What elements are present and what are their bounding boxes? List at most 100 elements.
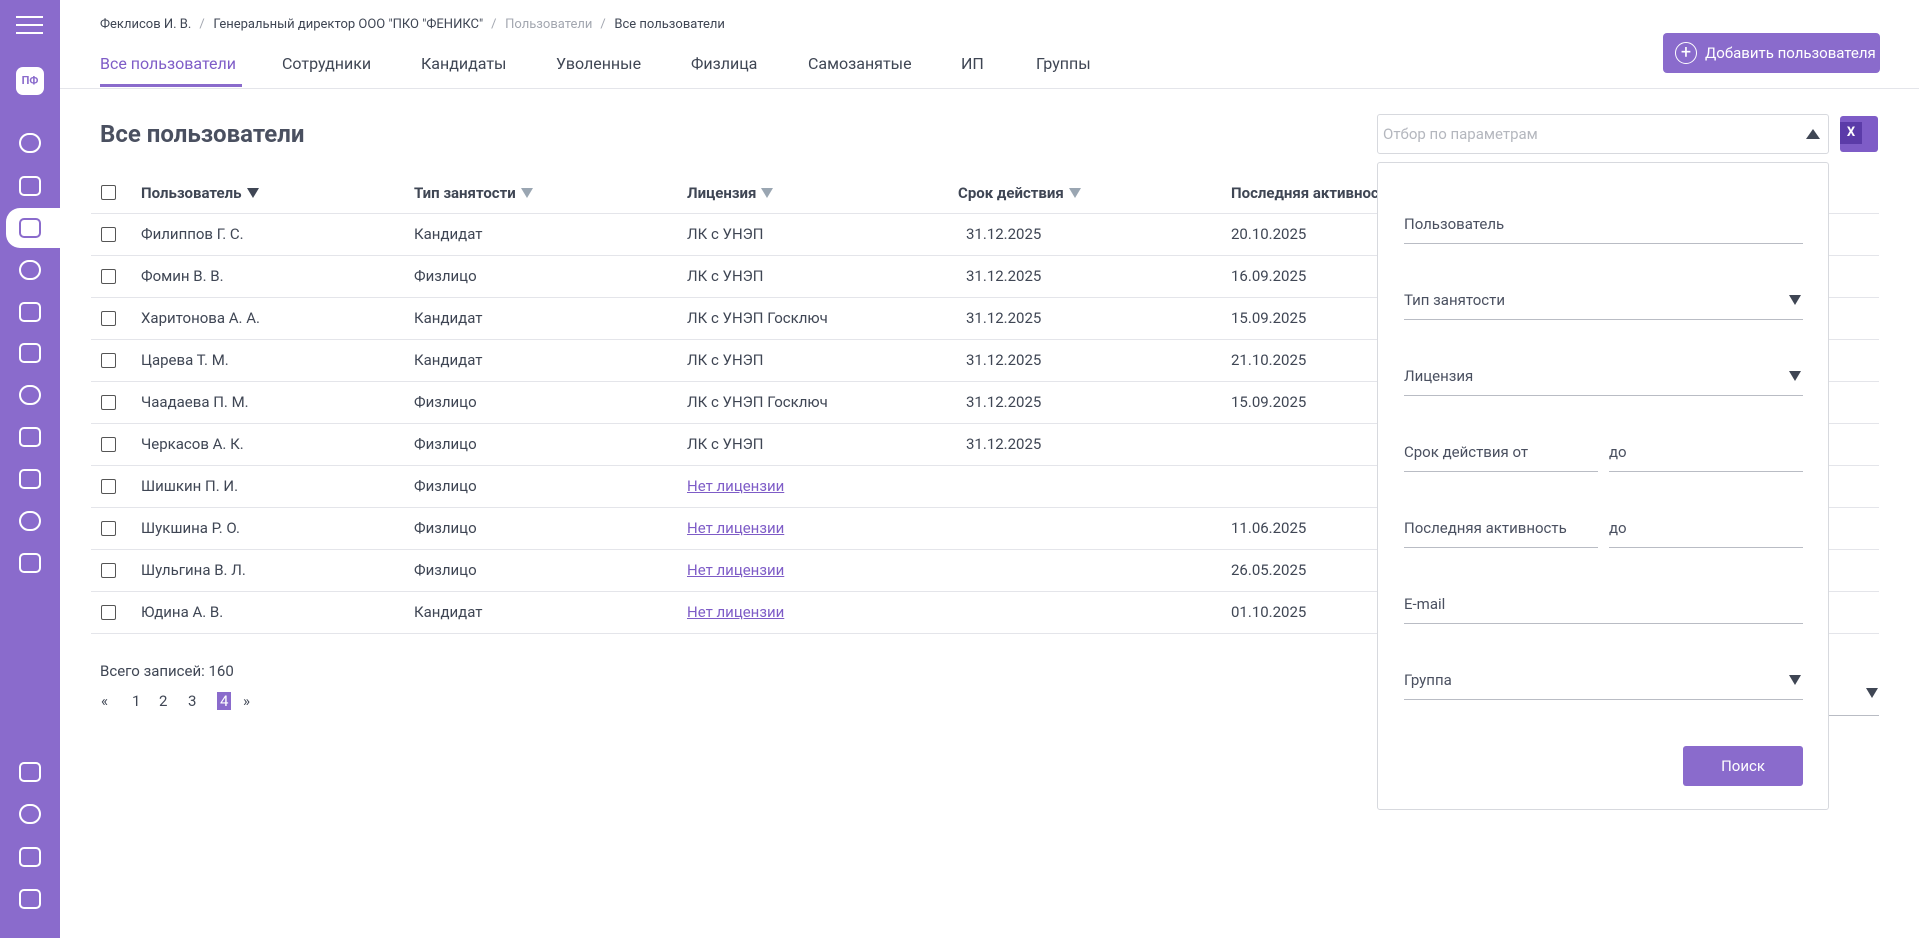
sort-arrow [761,188,774,198]
breadcrumb[interactable]: Генеральный директор ООО "ПКО "ФЕНИКС" [213,17,484,32]
tab[interactable]: Самозанятые [808,54,912,73]
search-button[interactable]: Поиск [1683,746,1803,786]
sort-arrow [1068,188,1081,198]
field-label[interactable]: Последняя активность [1404,519,1567,537]
row-checkbox[interactable] [101,269,116,284]
breadcrumb[interactable]: Феклисов И. В. [100,17,192,32]
page-link[interactable]: 3 [188,692,197,710]
cell: Царева Т. М. [141,351,229,369]
row-line [91,255,1879,256]
cell: Чаадаева П. М. [141,393,249,411]
cell: ЛК с УНЭП Госключ [687,393,828,411]
tab[interactable]: Все пользователи [100,54,236,73]
nav-icon[interactable] [19,302,41,322]
cell: Физлицо [414,267,477,285]
cell: 15.09.2025 [1231,393,1307,411]
pager-prev[interactable]: « [101,692,109,710]
tab[interactable]: Сотрудники [282,54,372,73]
cell: Кандидат [414,351,483,369]
tab[interactable]: Физлица [691,54,758,73]
tab[interactable]: ИП [961,54,984,73]
hidden-select-line [1829,715,1879,716]
license-link[interactable]: Нет лицензии [687,519,785,537]
nav-icon[interactable] [19,427,41,447]
field-label[interactable]: до [1609,519,1627,537]
filter-placeholder: Отбор по параметрам [1383,125,1538,143]
nav-icon[interactable] [19,889,41,909]
tab[interactable]: Кандидаты [421,54,507,73]
column-header[interactable]: Пользователь [141,184,242,202]
page-link[interactable]: 1 [132,692,141,710]
column-header[interactable]: Тип занятости [414,184,516,202]
nav-icon[interactable] [19,343,41,363]
row-checkbox[interactable] [101,521,116,536]
nav-icon[interactable] [19,133,41,153]
row-checkbox[interactable] [101,311,116,326]
row-checkbox[interactable] [101,479,116,494]
cell: 16.09.2025 [1231,267,1307,285]
nav-icon[interactable] [19,847,41,867]
column-header[interactable]: Срок действия [958,184,1064,202]
field-label[interactable]: Тип занятости [1404,291,1506,309]
column-header[interactable]: Лицензия [687,184,757,202]
row-checkbox[interactable] [101,437,116,452]
row-checkbox[interactable] [101,605,116,620]
row-checkbox[interactable] [101,227,116,242]
field-label[interactable]: E-mail [1404,595,1446,613]
nav-icon[interactable] [19,804,41,824]
pager-next[interactable]: » [243,692,251,710]
nav-icon[interactable] [19,260,41,280]
row-line [91,339,1879,340]
nav-icon[interactable] [19,218,41,238]
nav-icon[interactable] [19,469,41,489]
breadcrumb-sep: / [491,17,497,32]
cell: 11.06.2025 [1231,519,1307,537]
nav-icon[interactable] [19,762,41,782]
breadcrumb: Все пользователи [614,17,725,32]
cell: 20.10.2025 [1231,225,1307,243]
sidebar: ПФ [0,0,60,938]
button-label: Добавить пользователя [1705,44,1876,62]
dropdown-arrow [1789,295,1801,305]
nav-icon[interactable] [19,553,41,573]
license-link[interactable]: Нет лицензии [687,603,785,621]
row-line [91,633,1879,634]
field-label[interactable]: до [1609,443,1627,461]
field-label[interactable]: Пользователь [1404,215,1505,233]
breadcrumb-sep: / [600,17,606,32]
license-link[interactable]: Нет лицензии [687,477,785,495]
field-label[interactable]: Группа [1404,671,1452,689]
nav-icon[interactable] [19,385,41,405]
dropdown-arrow [1789,371,1801,381]
field-underline [1404,547,1598,548]
cell: 31.12.2025 [966,435,1042,453]
nav-icon[interactable] [19,176,41,196]
avatar[interactable]: ПФ [16,67,44,95]
field-underline [1404,699,1803,700]
field-label[interactable]: Срок действия от [1404,443,1529,461]
filter-select[interactable]: Отбор по параметрам [1377,114,1829,154]
tab[interactable]: Группы [1036,54,1091,73]
cell: 31.12.2025 [966,267,1042,285]
excel-icon[interactable]: X [1840,116,1878,152]
row-checkbox[interactable] [101,395,116,410]
cell: 21.10.2025 [1231,351,1307,369]
license-link[interactable]: Нет лицензии [687,561,785,579]
menu-icon[interactable] [16,16,43,18]
cb-header[interactable] [101,185,116,200]
breadcrumb[interactable]: Пользователи [505,17,593,32]
row-checkbox[interactable] [101,353,116,368]
cell: Черкасов А. К. [141,435,244,453]
add-button[interactable]: Добавить пользователя + [1663,33,1880,73]
tab[interactable]: Уволенные [556,54,642,73]
row-checkbox[interactable] [101,563,116,578]
dropdown-arrow [1789,675,1801,685]
page-link[interactable]: 2 [159,692,168,710]
page-link[interactable]: 4 [217,692,232,710]
dropdown-arrow [1806,129,1820,139]
field-label[interactable]: Лицензия [1404,367,1474,385]
nav-icon[interactable] [19,511,41,531]
cell: ЛК с УНЭП [687,225,764,243]
cell: Физлицо [414,519,477,537]
